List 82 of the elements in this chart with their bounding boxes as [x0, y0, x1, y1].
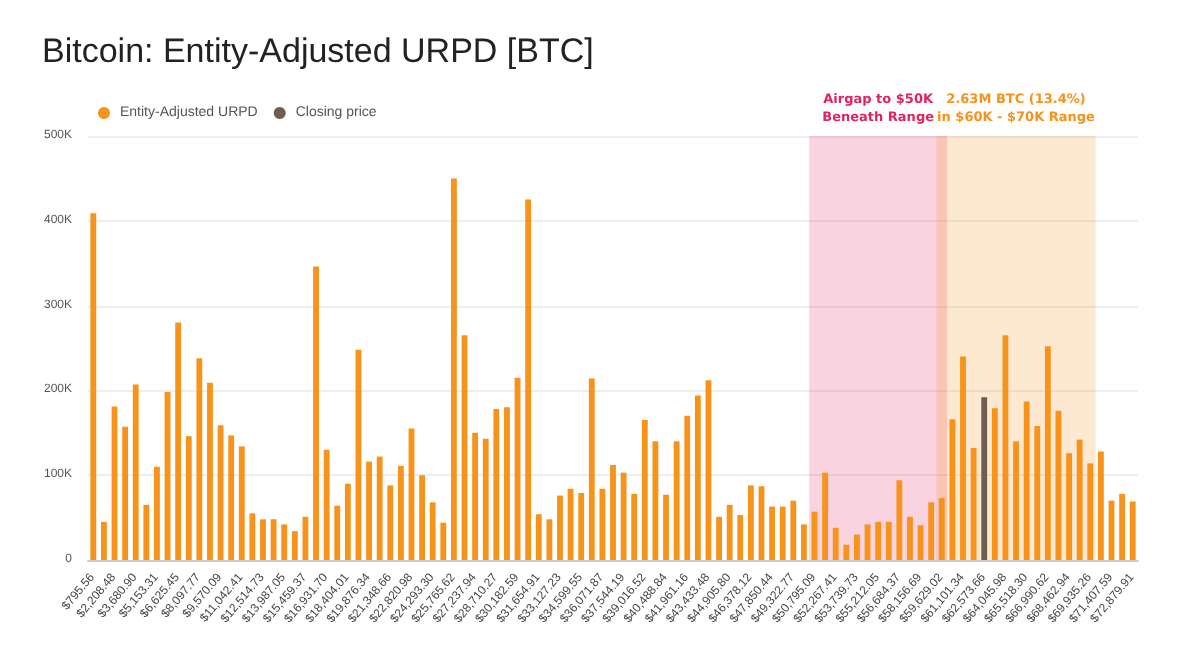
bar	[323, 449, 330, 560]
bar	[991, 408, 998, 560]
bar	[726, 504, 733, 560]
bar	[249, 513, 256, 560]
bar	[228, 435, 235, 560]
bar	[1044, 346, 1051, 560]
bar	[716, 516, 722, 560]
bar	[970, 448, 977, 560]
bar	[684, 415, 691, 560]
bar	[472, 432, 479, 560]
bar	[578, 493, 585, 560]
bar	[631, 493, 638, 560]
bar	[1119, 493, 1126, 560]
bar	[334, 505, 341, 560]
bar	[1066, 453, 1072, 560]
bar	[397, 465, 404, 560]
bar	[100, 521, 107, 560]
bar	[1087, 463, 1094, 560]
bar	[1023, 401, 1030, 560]
bar	[525, 199, 532, 560]
bar	[1034, 426, 1041, 560]
bar	[737, 515, 744, 560]
bar	[450, 178, 457, 560]
bar	[875, 521, 882, 560]
bar	[843, 544, 850, 560]
bar	[238, 446, 245, 560]
bar	[122, 426, 129, 560]
bar	[949, 419, 956, 560]
bar	[419, 475, 426, 560]
bar	[960, 356, 966, 560]
bar	[694, 395, 701, 560]
bar	[504, 407, 510, 560]
bar	[440, 522, 447, 560]
bar	[896, 480, 903, 560]
bar	[1097, 451, 1104, 560]
bar	[610, 465, 616, 560]
bar	[376, 456, 383, 560]
chart-title: Bitcoin: Entity-Adjusted URPD [BTC]	[42, 32, 594, 70]
bar	[854, 534, 860, 560]
bar	[1129, 501, 1136, 560]
bar	[429, 502, 436, 560]
bar	[132, 384, 139, 560]
bar	[1076, 439, 1083, 560]
bar	[260, 519, 266, 560]
bar	[907, 516, 913, 560]
bar	[800, 524, 807, 560]
bar	[154, 466, 160, 560]
bar	[599, 488, 606, 560]
bar	[938, 498, 945, 560]
bar	[175, 322, 182, 560]
bar	[790, 500, 797, 560]
bar	[535, 514, 542, 560]
bar	[663, 494, 669, 560]
bar	[928, 502, 935, 560]
bar	[291, 531, 298, 560]
bar	[981, 397, 988, 560]
bar	[207, 382, 213, 560]
bar	[313, 266, 319, 560]
bar	[747, 485, 754, 560]
bar	[885, 521, 892, 560]
bar	[557, 495, 563, 560]
bar	[482, 438, 489, 560]
bar	[769, 506, 776, 560]
bar	[588, 378, 595, 560]
bar	[546, 519, 553, 560]
bar	[90, 213, 97, 560]
bar	[366, 461, 372, 560]
bar	[143, 504, 150, 560]
bar	[673, 441, 680, 560]
bar	[493, 409, 500, 560]
bar	[196, 358, 203, 560]
bar	[620, 472, 627, 560]
bar	[641, 420, 648, 560]
bar	[779, 506, 786, 560]
bar	[185, 436, 192, 560]
bar	[281, 524, 288, 560]
bar	[344, 483, 351, 560]
bar	[270, 519, 277, 560]
bar	[1013, 441, 1019, 560]
bar	[832, 527, 839, 560]
bar	[822, 472, 829, 560]
bar	[387, 485, 394, 560]
